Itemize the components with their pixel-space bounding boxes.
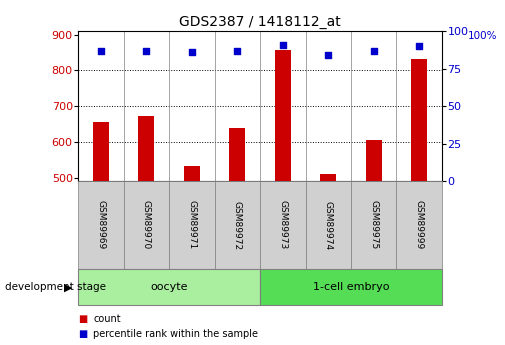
Text: GSM89999: GSM89999 — [415, 200, 424, 250]
Text: ■: ■ — [78, 314, 87, 324]
Point — [233, 48, 241, 53]
Bar — [93, 122, 109, 181]
Text: 1-cell embryo: 1-cell embryo — [313, 282, 389, 292]
Text: GSM89974: GSM89974 — [324, 200, 333, 250]
Bar — [275, 50, 291, 181]
Bar — [320, 174, 336, 181]
Point — [188, 49, 196, 55]
Bar — [184, 166, 200, 181]
Point — [142, 48, 150, 53]
Text: 100%: 100% — [467, 31, 497, 41]
Text: ▶: ▶ — [64, 282, 72, 292]
Text: GSM89973: GSM89973 — [278, 200, 287, 250]
Text: GSM89972: GSM89972 — [233, 200, 242, 250]
Point — [279, 42, 287, 47]
Bar — [411, 59, 427, 181]
Text: GSM89971: GSM89971 — [187, 200, 196, 250]
Text: oocyte: oocyte — [150, 282, 188, 292]
Point — [415, 43, 423, 49]
Text: count: count — [93, 314, 121, 324]
Bar — [366, 140, 382, 181]
Bar — [229, 128, 245, 181]
Point — [370, 48, 378, 53]
Text: GSM89969: GSM89969 — [96, 200, 106, 250]
Text: ■: ■ — [78, 329, 87, 339]
Point — [324, 52, 332, 58]
Point — [97, 48, 105, 53]
Title: GDS2387 / 1418112_at: GDS2387 / 1418112_at — [179, 14, 341, 29]
Text: percentile rank within the sample: percentile rank within the sample — [93, 329, 259, 339]
Bar — [138, 116, 155, 181]
Text: GSM89970: GSM89970 — [142, 200, 151, 250]
Text: GSM89975: GSM89975 — [369, 200, 378, 250]
Text: development stage: development stage — [5, 282, 106, 292]
